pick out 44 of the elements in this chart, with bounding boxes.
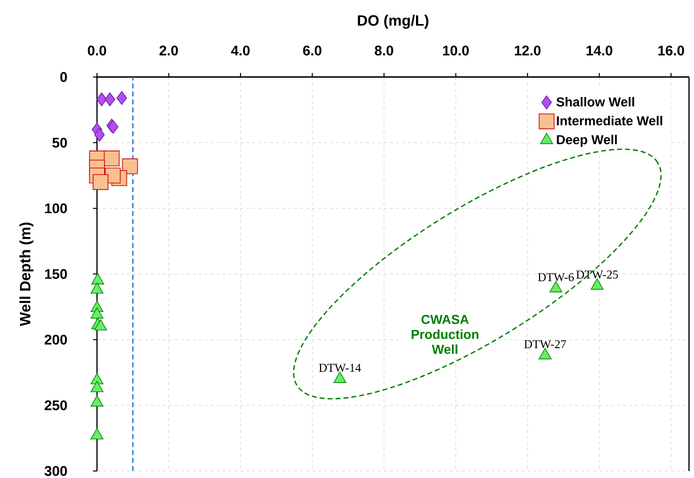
point — [94, 128, 105, 142]
point — [90, 428, 104, 440]
y-tick-label: 150 — [45, 269, 67, 279]
x-tick-label: 0.0 — [88, 46, 106, 56]
point — [90, 282, 104, 294]
x-tick-label: 4.0 — [231, 46, 250, 56]
legend-label: Intermediate Well — [556, 116, 662, 126]
y-tick-label: 50 — [52, 138, 67, 148]
point — [91, 273, 104, 284]
legend-label: Shallow Well — [556, 96, 634, 106]
y-tick-label: 0 — [60, 72, 67, 82]
x-tick-label: 8.0 — [374, 46, 394, 56]
x-tick-label: 16.0 — [658, 46, 684, 56]
y-tick-label: 300 — [44, 466, 67, 476]
point — [92, 174, 108, 190]
point — [104, 92, 116, 106]
annotation: DTW-6 — [538, 273, 574, 282]
annotation: CWASA Production Well — [412, 314, 478, 354]
point — [90, 395, 104, 407]
x-tick-label: 6.0 — [303, 46, 322, 56]
x-tick-label: 2.0 — [160, 46, 178, 56]
y-tick-label: 250 — [44, 400, 67, 410]
annotation: DTW-25 — [576, 270, 618, 279]
y-tick-label: 100 — [45, 203, 67, 214]
point — [116, 91, 128, 105]
x-tick-label: 12.0 — [514, 46, 541, 56]
y-tick-label: 200 — [44, 334, 67, 345]
y-axis-title: Well Depth (m) — [19, 222, 34, 326]
point — [90, 307, 104, 319]
legend-label: Deep Well — [556, 134, 617, 147]
annotation: DTW-14 — [319, 364, 361, 372]
point — [122, 158, 138, 174]
point — [333, 372, 346, 383]
point — [549, 281, 562, 292]
point — [104, 150, 120, 166]
x-axis-title: DO (mg/L) — [358, 14, 428, 29]
point — [90, 380, 104, 392]
point — [94, 319, 108, 330]
point — [538, 348, 552, 360]
x-tick-label: 10.0 — [443, 46, 469, 56]
point — [96, 92, 107, 106]
point — [590, 278, 604, 290]
x-tick-label: 14.0 — [586, 46, 612, 56]
annotation: DTW-27 — [524, 340, 566, 348]
